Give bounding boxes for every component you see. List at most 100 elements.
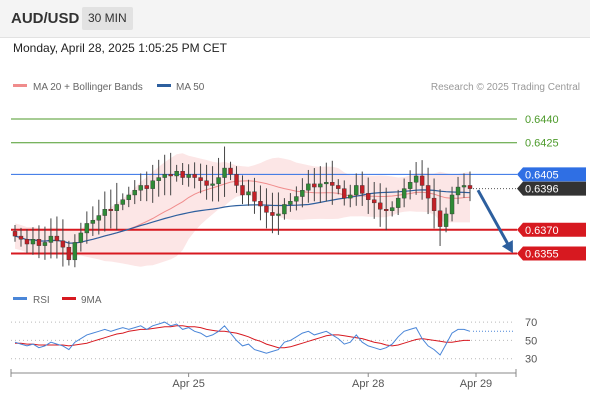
x-tick-label-0: Apr 25 bbox=[172, 378, 204, 390]
candle-body bbox=[96, 215, 102, 221]
candle-3 bbox=[30, 227, 36, 255]
candle-body bbox=[264, 205, 269, 213]
candle-body bbox=[389, 207, 395, 211]
candle-46 bbox=[288, 193, 293, 212]
rsi-9ma-line bbox=[15, 325, 470, 349]
candle-53 bbox=[330, 160, 335, 205]
candle-body bbox=[330, 182, 335, 186]
candle-body bbox=[240, 185, 245, 196]
candle-20 bbox=[132, 180, 137, 205]
candle-36 bbox=[228, 161, 233, 181]
candle-body bbox=[30, 239, 36, 245]
candle-body bbox=[276, 213, 281, 216]
candle-7 bbox=[54, 216, 60, 259]
candle-body bbox=[180, 171, 185, 178]
candle-63 bbox=[389, 201, 395, 217]
candle-body bbox=[300, 190, 305, 197]
candle-50 bbox=[312, 168, 317, 202]
candle-body bbox=[108, 208, 113, 211]
level-label-2-box bbox=[517, 167, 586, 182]
level-label-4-box bbox=[517, 246, 586, 261]
candle-35 bbox=[222, 146, 227, 197]
timeframe-button[interactable]: 30 MIN bbox=[82, 7, 133, 30]
candle-body bbox=[132, 190, 137, 196]
candle-body bbox=[336, 185, 341, 189]
candle-67 bbox=[413, 162, 419, 195]
candle-29 bbox=[186, 164, 191, 187]
candle-72 bbox=[443, 207, 449, 233]
candle-body bbox=[222, 167, 227, 178]
candle-47 bbox=[294, 186, 299, 211]
candle-body bbox=[360, 185, 365, 194]
candle-body bbox=[162, 174, 167, 178]
candle-body bbox=[42, 242, 48, 246]
candle-body bbox=[90, 220, 96, 224]
candle-body bbox=[12, 231, 18, 237]
candle-58 bbox=[360, 171, 365, 206]
forecast-arrow-head bbox=[501, 240, 513, 254]
candle-66 bbox=[407, 170, 413, 200]
candle-body bbox=[210, 183, 215, 186]
candle-52 bbox=[324, 162, 329, 202]
candle-body bbox=[288, 201, 293, 205]
candle-body bbox=[431, 197, 437, 211]
candle-body bbox=[192, 174, 197, 178]
candle-body bbox=[126, 194, 131, 200]
candle-12 bbox=[84, 211, 90, 244]
forecast-arrow-shaft bbox=[476, 189, 512, 249]
candle-body bbox=[413, 175, 419, 183]
candle-54 bbox=[336, 179, 341, 195]
candle-38 bbox=[240, 175, 245, 205]
candle-59 bbox=[366, 177, 371, 214]
candle-32 bbox=[204, 164, 209, 200]
legend-9ma-label: 9MA bbox=[81, 295, 102, 306]
candle-body bbox=[282, 204, 287, 215]
candle-body bbox=[383, 208, 389, 211]
candle-body bbox=[401, 188, 407, 199]
level-label-3-text: 0.6370 bbox=[525, 225, 559, 237]
candle-body bbox=[84, 223, 90, 234]
candle-48 bbox=[300, 178, 305, 208]
candle-body bbox=[18, 235, 24, 240]
candle-body bbox=[395, 197, 401, 208]
candle-43 bbox=[270, 192, 275, 234]
candle-body bbox=[377, 202, 383, 210]
candle-body bbox=[449, 194, 455, 215]
candle-8 bbox=[60, 219, 66, 267]
candle-body bbox=[348, 194, 353, 199]
candle-16 bbox=[108, 189, 113, 229]
legend-rsi-swatch bbox=[13, 297, 27, 300]
candle-24 bbox=[156, 159, 161, 197]
legend-ma50-label: MA 50 bbox=[176, 82, 205, 93]
candle-5 bbox=[42, 226, 48, 260]
ma50-line bbox=[14, 189, 471, 244]
candle-64 bbox=[395, 189, 401, 216]
candle-body bbox=[234, 174, 239, 186]
candle-body bbox=[228, 167, 233, 175]
candle-body bbox=[318, 183, 323, 188]
candle-body bbox=[60, 240, 66, 248]
candle-body bbox=[443, 213, 449, 227]
candle-body bbox=[150, 180, 155, 189]
candle-body bbox=[198, 177, 203, 181]
candle-body bbox=[66, 246, 72, 261]
candle-51 bbox=[318, 166, 323, 203]
candle-9 bbox=[66, 240, 72, 266]
candle-0 bbox=[12, 225, 18, 242]
level-label-0-text: 0.6440 bbox=[525, 114, 559, 126]
candle-body bbox=[48, 235, 54, 243]
candle-60 bbox=[372, 181, 377, 219]
candle-33 bbox=[210, 166, 215, 202]
candle-31 bbox=[198, 163, 203, 194]
candle-body bbox=[72, 242, 78, 261]
candle-14 bbox=[96, 199, 102, 235]
rsi-tick-1: 50 bbox=[525, 335, 537, 347]
rsi-line bbox=[14, 321, 471, 356]
candle-body bbox=[455, 186, 461, 196]
candle-body bbox=[306, 183, 311, 191]
candle-57 bbox=[354, 173, 359, 206]
last-price-label-text: 0.6396 bbox=[525, 184, 559, 196]
candle-40 bbox=[252, 177, 257, 214]
candle-25 bbox=[162, 154, 167, 196]
